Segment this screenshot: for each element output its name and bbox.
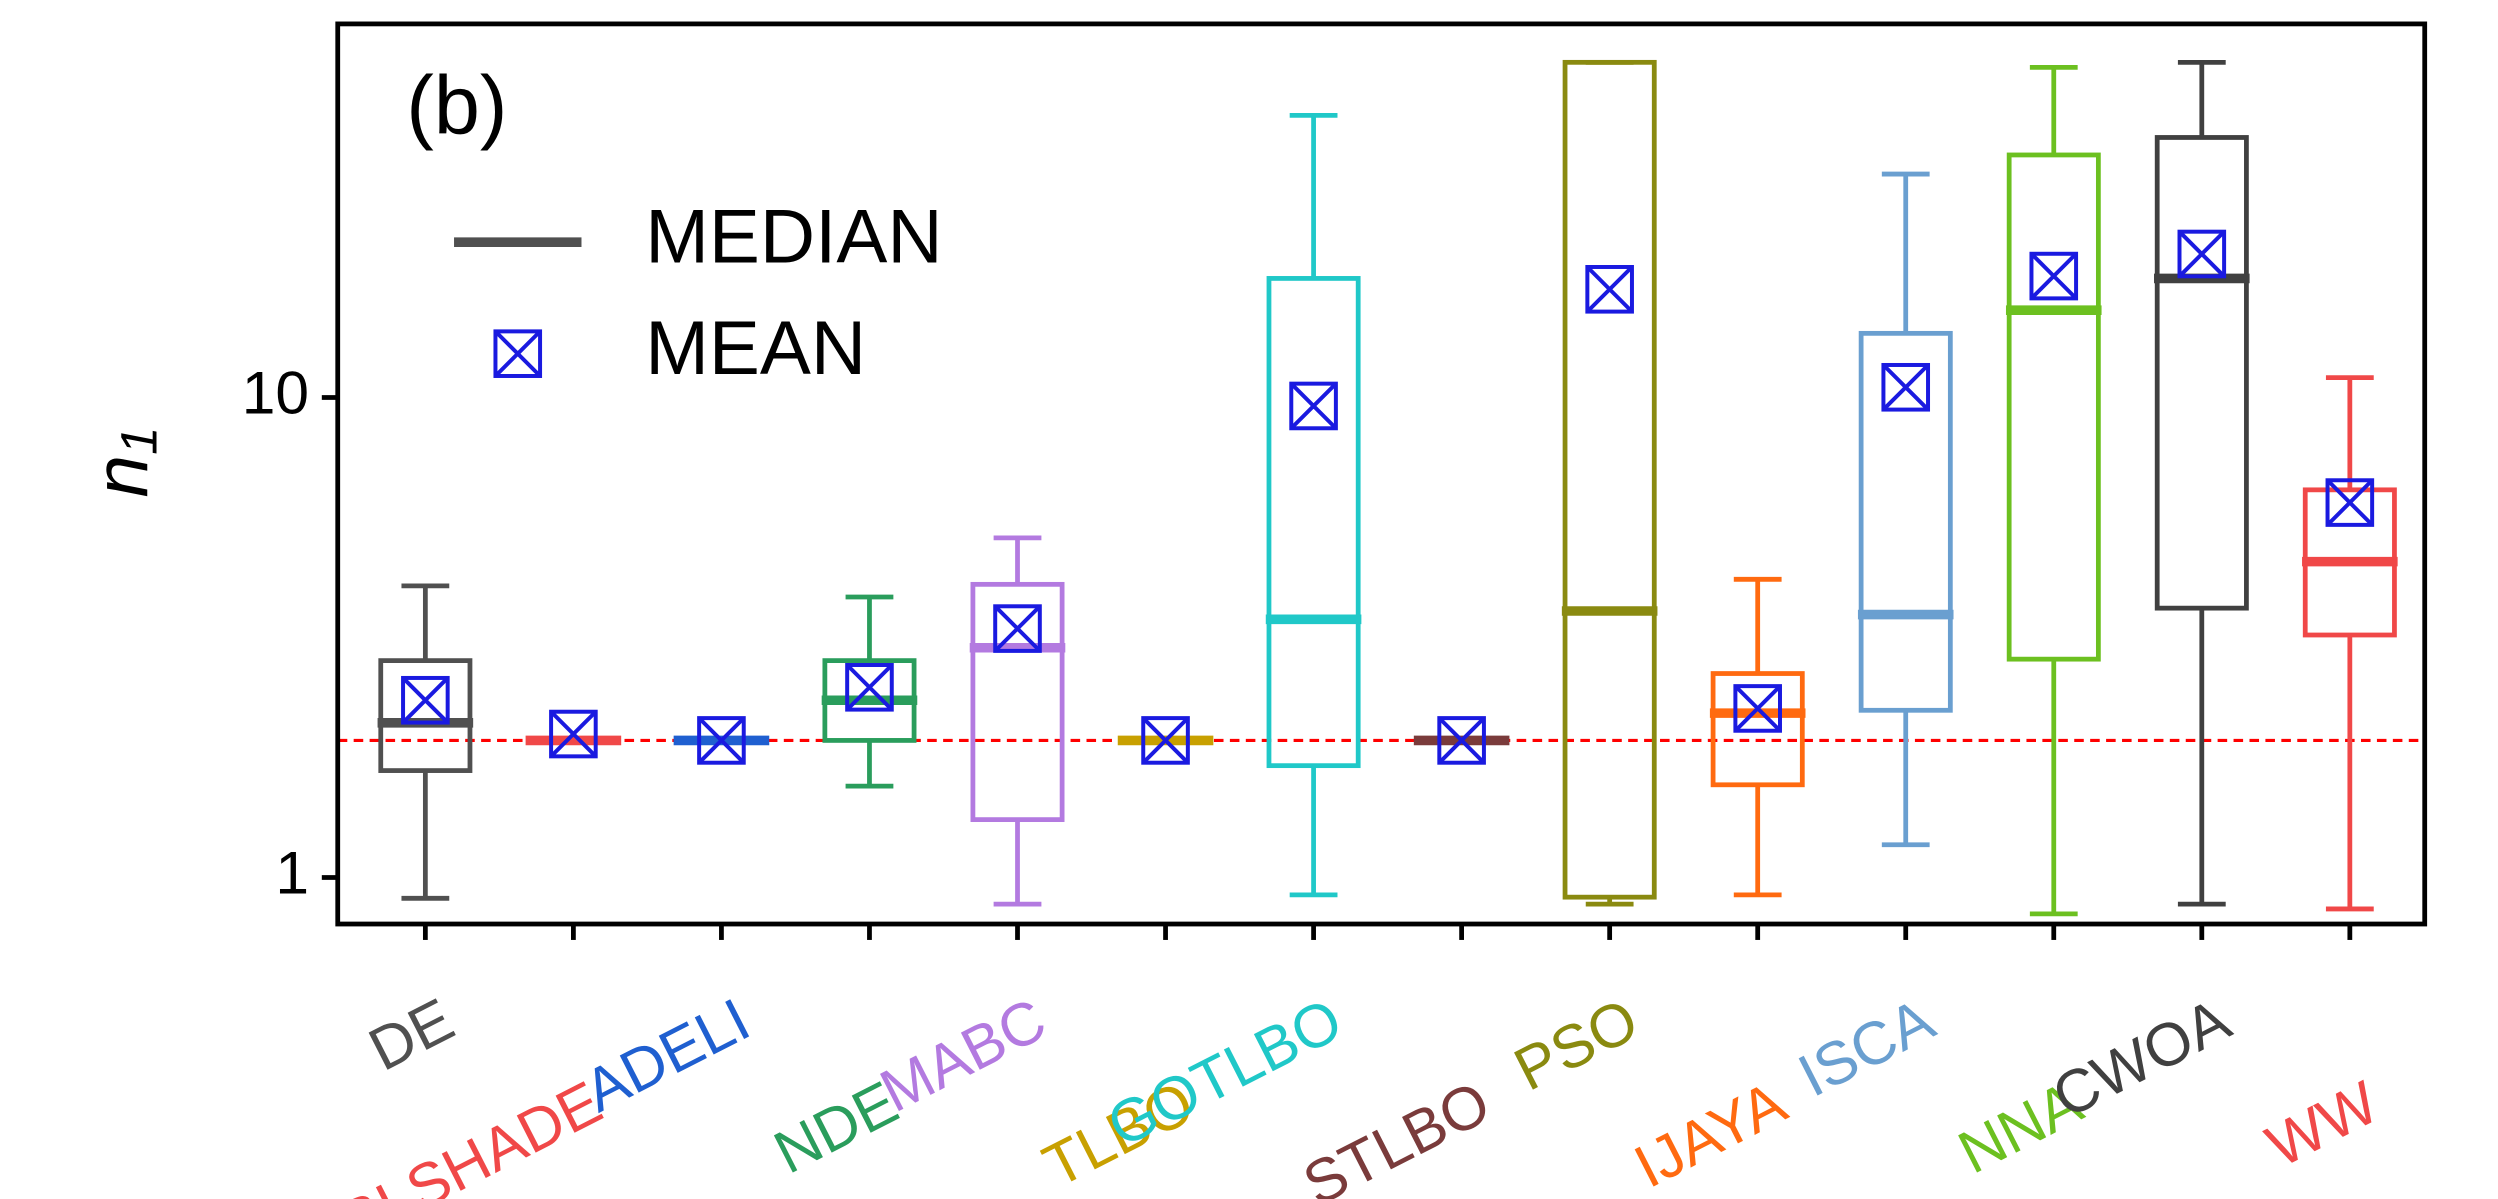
box xyxy=(2006,152,2101,662)
mean-box xyxy=(2029,251,2079,301)
mean-marker xyxy=(1141,716,1190,765)
x-tick-label: PSO xyxy=(1504,985,1649,1104)
x-tick-label: CWOA xyxy=(2042,985,2241,1131)
x-tick-label: EBLSHADE xyxy=(293,1068,612,1199)
mean-box xyxy=(2325,478,2375,527)
mean-cross xyxy=(993,604,1042,653)
mean-marker xyxy=(845,663,894,712)
mean-cross xyxy=(494,329,542,378)
legend-mean-swatch xyxy=(493,329,543,378)
mean-cross xyxy=(1141,716,1190,765)
mean-box xyxy=(1289,381,1338,431)
mean-box xyxy=(493,329,543,378)
mean-box xyxy=(1141,716,1190,765)
legend-label: MEDIAN xyxy=(645,194,942,279)
mean-marker xyxy=(2325,478,2375,527)
mean-marker xyxy=(2177,229,2227,279)
box xyxy=(970,581,1065,823)
x-tick-label: DE xyxy=(358,985,464,1084)
box xyxy=(378,658,473,773)
mean-marker xyxy=(1437,716,1486,765)
mean-cross xyxy=(2030,252,2078,300)
x-tick-label: STLBO xyxy=(1293,1068,1501,1199)
box xyxy=(2154,135,2249,611)
x-tick-label: ADELI xyxy=(573,985,760,1125)
mean-box xyxy=(697,716,746,765)
mean-box xyxy=(1733,684,1782,733)
mean-box xyxy=(1585,265,1634,314)
mean-cross xyxy=(1733,684,1782,733)
mean-cross xyxy=(845,663,894,712)
mean-marker xyxy=(697,716,746,765)
y-tick-label: 1 xyxy=(275,838,309,906)
x-tick-label: GOTLBO xyxy=(1097,985,1353,1160)
x-tick-label: WW xyxy=(2256,1068,2389,1180)
mean-marker xyxy=(1881,362,1931,412)
mean-box xyxy=(2177,229,2227,279)
x-tick-label: IJAYA xyxy=(1624,1067,1797,1199)
y-label-main: n xyxy=(80,455,165,498)
box xyxy=(1710,671,1805,788)
x-tick-label: ISCA xyxy=(1788,985,1945,1110)
mean-marker xyxy=(401,675,450,725)
mean-cross xyxy=(1585,265,1634,314)
mean-cross xyxy=(1437,716,1486,765)
mean-marker xyxy=(1733,684,1782,733)
box xyxy=(1562,59,1657,900)
y-label-sub: 1 xyxy=(111,427,168,455)
mean-box xyxy=(845,663,894,712)
mean-marker xyxy=(1289,381,1338,431)
mean-box xyxy=(1881,362,1931,412)
y-tick-label: 10 xyxy=(242,358,309,426)
mean-box xyxy=(993,604,1042,653)
x-tick-label: MABC xyxy=(869,985,1056,1125)
mean-box xyxy=(401,675,450,725)
legend-label: MEAN xyxy=(645,306,866,391)
box xyxy=(1858,330,1953,713)
mean-marker xyxy=(549,709,598,759)
mean-marker xyxy=(993,604,1042,653)
mean-cross xyxy=(549,710,598,758)
mean-box xyxy=(1437,716,1486,765)
mean-cross xyxy=(2178,230,2226,278)
mean-cross xyxy=(697,716,746,765)
mean-cross xyxy=(2326,478,2374,527)
mean-marker xyxy=(2029,251,2079,301)
mean-box xyxy=(549,709,598,759)
box xyxy=(1266,276,1361,769)
mean-cross xyxy=(1882,363,1930,411)
plot-frame xyxy=(335,21,2428,927)
y-axis-label: n1 xyxy=(80,427,168,498)
mean-marker xyxy=(1585,265,1634,314)
mean-cross xyxy=(1289,382,1338,430)
panel-label: (b) xyxy=(406,58,507,151)
mean-cross xyxy=(401,676,450,724)
